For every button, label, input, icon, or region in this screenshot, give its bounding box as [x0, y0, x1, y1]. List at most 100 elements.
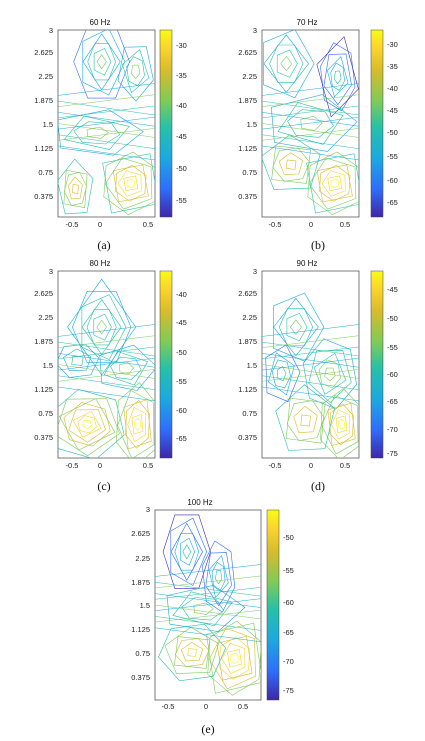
contour-line-35 — [58, 128, 155, 141]
contour-line-5 — [72, 291, 132, 363]
contour-line-9 — [117, 46, 154, 102]
panel-e-cbtick-6: -75 — [283, 686, 294, 695]
panel-e-cbtick-2: -55 — [283, 566, 294, 575]
panel-d-y-ticks: 3 2.625 2.25 1.875 1.5 1.125 0.75 0.375 — [238, 267, 257, 442]
contour-line-28 — [58, 100, 155, 116]
panel-a-ytick-2.25: 2.25 — [38, 72, 53, 81]
contour-line-17 — [207, 620, 261, 696]
contour-line-38 — [58, 386, 155, 402]
contour-line-10 — [338, 418, 345, 430]
panel-b-x-ticks: -0.5 0 0.5 — [269, 220, 351, 229]
panel-a-cbtick-3: -40 — [176, 101, 187, 110]
contour-line-2 — [86, 308, 117, 346]
contour-line-31 — [58, 105, 155, 119]
panel-b-cbtick-2: -35 — [387, 62, 398, 71]
contour-line-9 — [72, 411, 102, 438]
panel-b-ytick-2.25: 2.25 — [242, 72, 257, 81]
contour-line-21 — [272, 147, 310, 182]
panel-b-colorbar — [370, 29, 384, 218]
contour-line-22 — [277, 366, 287, 382]
contour-line-31 — [58, 335, 155, 348]
contour-line-20 — [117, 390, 155, 458]
contour-line-0 — [182, 544, 192, 560]
panel-b-ytick-1.125: 1.125 — [238, 144, 257, 153]
contour-line-13 — [329, 403, 354, 446]
panel-a-xtick-0.5: 0.5 — [143, 220, 153, 229]
panel-c-ytick-2.625: 2.625 — [34, 289, 53, 298]
panel-b-xtick-0: 0 — [309, 220, 313, 229]
contour-line-35 — [262, 134, 359, 149]
panel-c-cbtick-4: -55 — [176, 377, 187, 386]
contour-line-20 — [180, 642, 204, 662]
contour-line-12 — [331, 409, 351, 440]
contour-line-29 — [262, 353, 359, 368]
contour-line-32 — [262, 357, 359, 371]
panel-d-ytick-0.375: 0.375 — [238, 433, 257, 442]
panel-a-ytick-0.375: 0.375 — [34, 192, 53, 201]
contour-line-25 — [119, 362, 135, 375]
panel-d: 90 Hz 3 2.625 2.25 1.875 1.5 1.125 0.75 … — [238, 259, 398, 493]
contour-line-30 — [58, 112, 155, 127]
contour-line-10 — [316, 36, 359, 118]
contour-line-28 — [262, 83, 359, 96]
contour-line-23 — [86, 126, 109, 139]
panel-b-caption: (b) — [311, 238, 325, 252]
contour-line-8 — [323, 53, 352, 106]
contour-line-33 — [58, 116, 155, 130]
contour-line-0 — [280, 56, 293, 72]
panel-d-title: 90 Hz — [297, 259, 318, 268]
contour-line-25 — [193, 602, 214, 615]
panel-e-cbtick-1: -50 — [283, 533, 294, 542]
panel-e-ytick-3: 3 — [146, 505, 150, 514]
contour-line-32 — [262, 105, 359, 119]
contour-line-16 — [103, 151, 155, 216]
panel-c-cbtick-6: -65 — [176, 434, 187, 443]
contour-line-15 — [216, 635, 253, 681]
contour-line-7 — [82, 420, 93, 430]
panel-d-colorbar-ticks: -45 -50 -55 -60 -65 -70 -75 — [387, 285, 398, 458]
contour-line-14 — [218, 636, 251, 680]
panel-c: 80 Hz 3 2.625 2.25 1.875 1.5 1.125 0.75 … — [34, 259, 187, 493]
contour-line-35 — [155, 598, 261, 611]
contour-line-16 — [208, 627, 256, 690]
contour-line-21 — [116, 382, 155, 458]
panel-a-cbtick-4: -45 — [176, 132, 187, 141]
panel-c-cbtick-2: -45 — [176, 318, 187, 327]
panel-a-cbtick-5: -50 — [176, 164, 187, 173]
panel-c-caption: (c) — [97, 479, 110, 493]
panel-d-ytick-0.75: 0.75 — [242, 409, 257, 418]
panel-c-title: 80 Hz — [90, 259, 111, 268]
panel-e-xtick-0: 0 — [204, 702, 208, 711]
contour-line-0 — [96, 319, 107, 335]
panel-c-cbtick-1: -40 — [176, 290, 187, 299]
panel-d-cbtick-5: -65 — [387, 397, 398, 406]
contour-line-35 — [58, 357, 155, 371]
contour-line-11 — [330, 178, 339, 189]
contour-line-19 — [67, 176, 83, 200]
contour-line-19 — [286, 400, 325, 441]
contour-line-30 — [262, 94, 359, 107]
panel-b-cbtick-1: -30 — [387, 40, 398, 49]
panel-a-colorbar-ticks: -30 -35 -40 -45 -50 -55 — [176, 41, 187, 205]
contour-line-3 — [273, 297, 319, 357]
contour-line-11 — [230, 652, 239, 664]
panel-a-contours — [58, 30, 155, 216]
contour-line-32 — [155, 593, 261, 608]
panel-c-ytick-1.125: 1.125 — [34, 385, 53, 394]
contour-line-23 — [262, 134, 321, 190]
contour-line-33 — [58, 346, 155, 360]
panel-b-cbtick-4: -45 — [387, 106, 398, 115]
panel-a: 60 Hz 3 2.625 2.25 1.875 1.5 1.125 0.75 … — [34, 18, 187, 252]
panel-e-xtick-neg0.5: -0.5 — [162, 702, 175, 711]
panel-a-x-ticks: -0.5 0 0.5 — [66, 220, 154, 229]
contour-line-0 — [96, 54, 107, 70]
contour-line-9 — [320, 42, 356, 112]
panel-c-xtick-0.5: 0.5 — [143, 461, 153, 470]
panel-d-xtick-0: 0 — [309, 461, 313, 470]
panel-d-cbtick-4: -60 — [387, 370, 398, 379]
panel-b-axes — [261, 29, 360, 218]
contour-line-29 — [262, 100, 359, 116]
contour-line-11 — [335, 415, 348, 434]
panel-b-contours — [262, 30, 359, 216]
contour-line-5 — [324, 367, 336, 382]
